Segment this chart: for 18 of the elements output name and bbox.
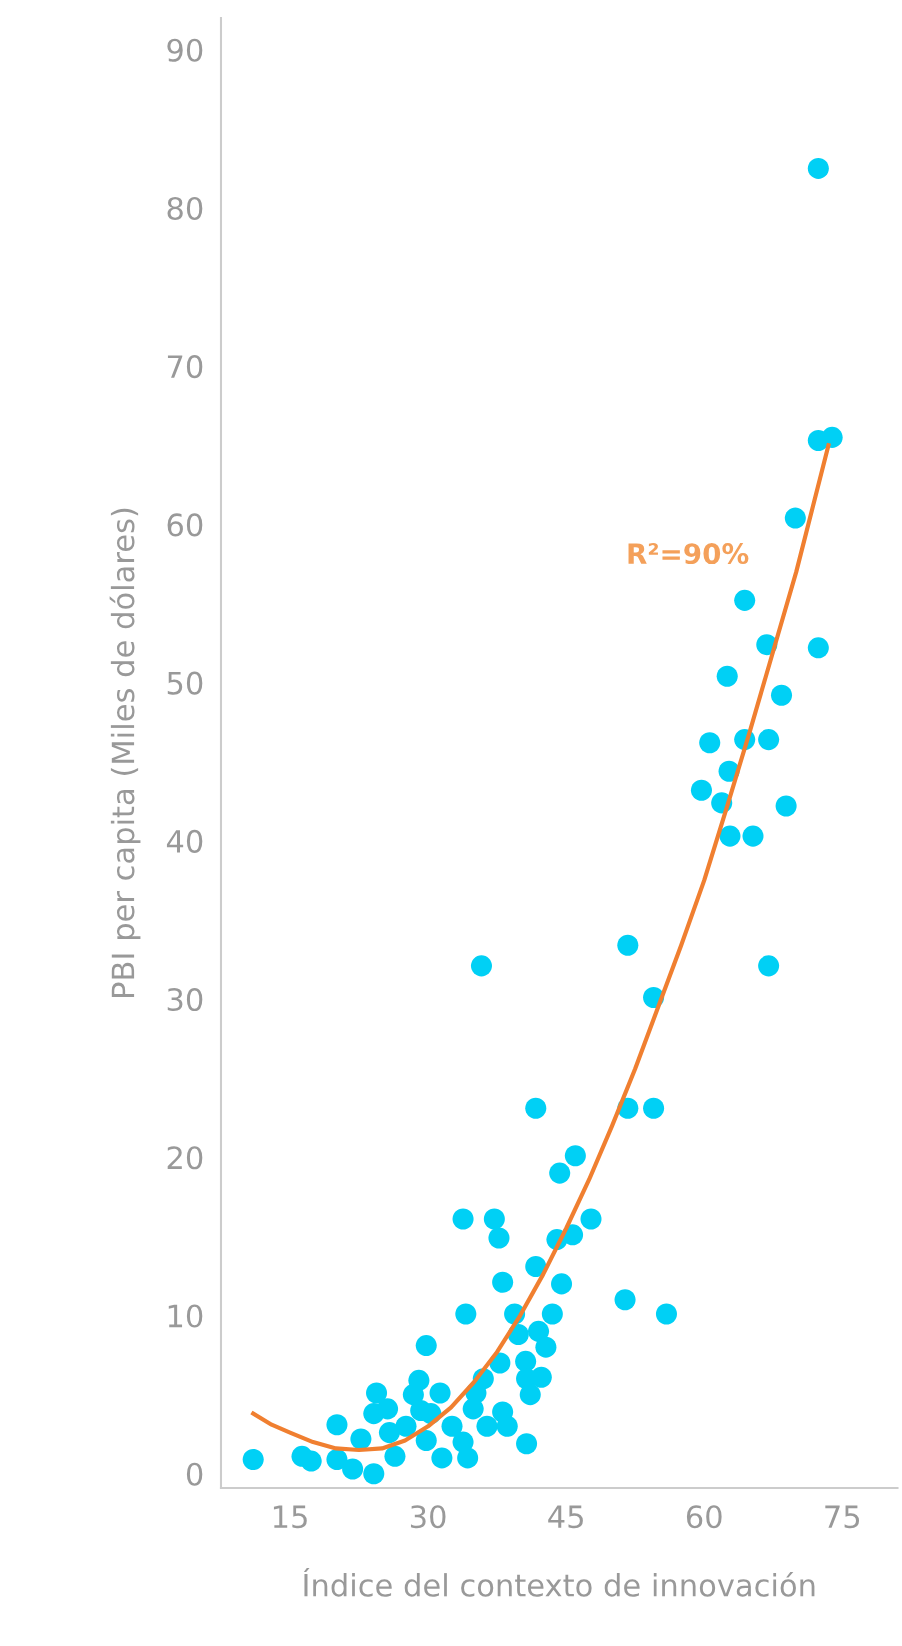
y-tick-label: 90 bbox=[167, 38, 203, 62]
x-tick-label: 75 bbox=[825, 1505, 860, 1529]
y-tick-label: 40 bbox=[166, 829, 203, 853]
y-axis-title: PBI per capita (Miles de dólares) bbox=[109, 508, 141, 997]
y-tick-label: 50 bbox=[167, 671, 203, 695]
y-tick-label: 0 bbox=[186, 1462, 203, 1486]
x-tick-label: 15 bbox=[273, 1505, 307, 1529]
series-label: R²=90% bbox=[628, 543, 749, 565]
y-tick-label: 80 bbox=[167, 196, 203, 221]
y-tick-label: 30 bbox=[167, 988, 203, 1012]
x-tick-label: 30 bbox=[410, 1505, 446, 1529]
x-axis-title: Índice del contexto de innovación bbox=[303, 1568, 815, 1597]
y-tick-label: 60 bbox=[167, 513, 203, 537]
y-tick-label: 10 bbox=[168, 1304, 203, 1328]
y-tick-label: 20 bbox=[167, 1146, 203, 1170]
x-tick-label: 60 bbox=[686, 1505, 722, 1529]
y-tick-label: 70 bbox=[167, 355, 203, 379]
x-tick-label: 45 bbox=[548, 1505, 583, 1529]
